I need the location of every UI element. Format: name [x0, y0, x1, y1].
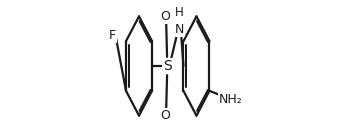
Text: F: F: [108, 29, 116, 43]
Text: H: H: [175, 6, 184, 19]
Text: S: S: [163, 59, 172, 73]
Text: O: O: [160, 109, 170, 122]
Text: O: O: [160, 10, 170, 23]
Text: N: N: [175, 23, 184, 36]
Text: NH₂: NH₂: [219, 93, 242, 107]
